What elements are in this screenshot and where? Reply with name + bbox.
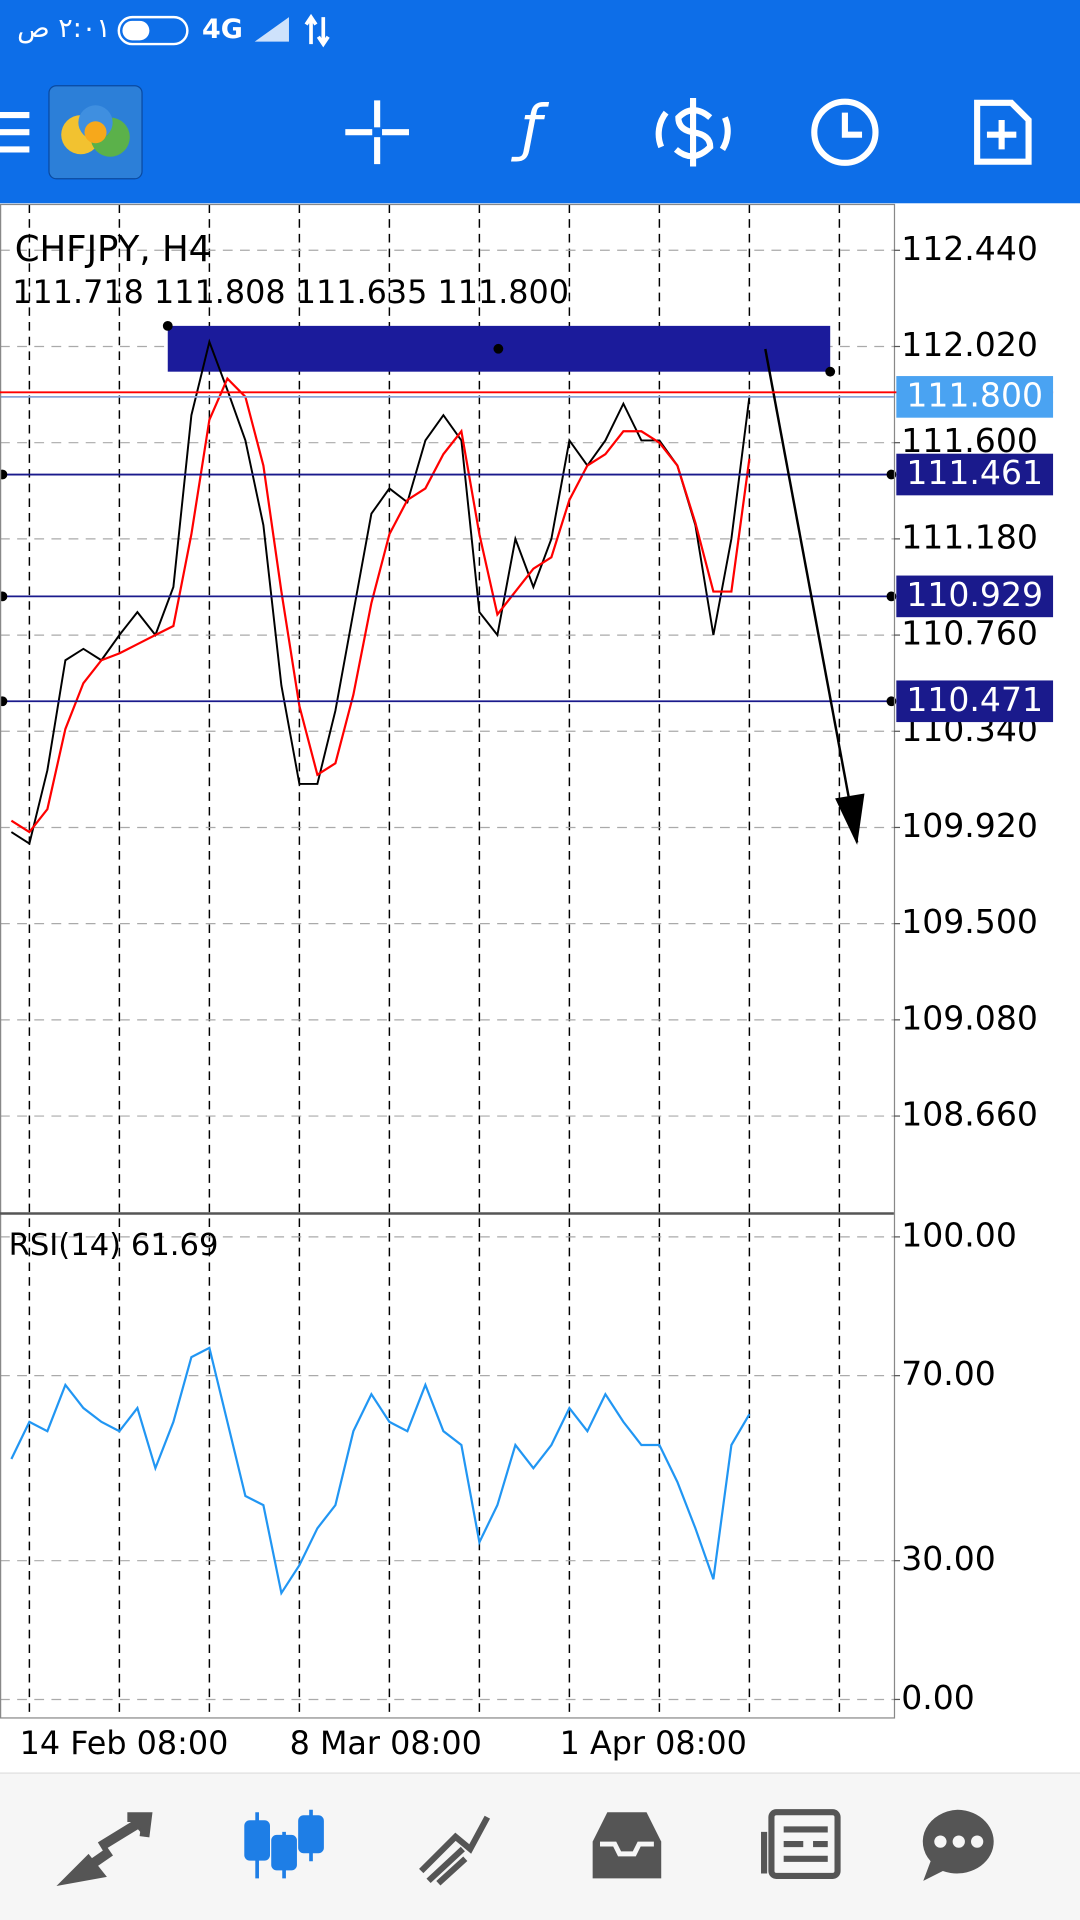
crosshair-button[interactable]: [345, 100, 409, 165]
new-order-button[interactable]: [974, 99, 1032, 165]
zone-handle: [493, 343, 504, 354]
y-tick-label: 30.00: [901, 1539, 996, 1578]
level-handle: [0, 591, 8, 602]
y-tick-label: 110.760: [901, 614, 1038, 653]
history-tab[interactable]: [592, 1812, 662, 1879]
status-time: ٢:٠١ ص: [17, 13, 111, 44]
chat-tab[interactable]: [922, 1809, 994, 1881]
bottom-nav: [0, 1773, 1080, 1920]
status-network: 4G: [202, 14, 243, 45]
chart-tab[interactable]: [244, 1809, 324, 1879]
y-tick-label: 100.00: [901, 1215, 1017, 1254]
level-label: 111.461: [906, 453, 1043, 492]
menu-button[interactable]: [0, 112, 30, 153]
level-label: 110.929: [906, 575, 1043, 614]
level-label-box: [896, 575, 1054, 618]
x-tick-label: 8 Mar 08:00: [290, 1724, 482, 1762]
level-label-box: [896, 453, 1054, 496]
trend-arrow: [764, 348, 859, 843]
series-line: [10, 338, 751, 846]
x-tick-label: 1 Apr 08:00: [560, 1724, 747, 1762]
top-bar: [0, 0, 1080, 204]
battery-level: [122, 20, 150, 41]
level-label: 110.471: [906, 680, 1043, 719]
quotes-tab[interactable]: [56, 1812, 153, 1886]
battery: [117, 15, 189, 46]
y-tick-label: 108.660: [901, 1095, 1038, 1134]
trade-tab[interactable]: [419, 1815, 491, 1886]
y-tick-label: 109.500: [901, 902, 1038, 941]
app-logo[interactable]: [48, 85, 143, 180]
series-line: [10, 376, 751, 834]
bid-label-box: [896, 376, 1054, 418]
chart-title: CHFJPY, H4: [15, 229, 212, 270]
y-tick-label: 112.440: [901, 229, 1038, 268]
rsi-title: RSI(14) 61.69: [9, 1228, 219, 1263]
y-tick-label: 70.00: [901, 1354, 996, 1393]
timeframe-button[interactable]: [811, 98, 879, 166]
y-tick-label: 109.920: [901, 806, 1038, 845]
data-icon: [304, 13, 330, 48]
arrow-head: [835, 793, 865, 845]
zone-handle: [162, 320, 173, 331]
chart-area: [0, 204, 897, 1718]
zone-handle: [825, 366, 836, 377]
level-label-box: [896, 680, 1054, 723]
y-tick-label: 111.180: [901, 517, 1038, 556]
plot-frame: [0, 203, 896, 1719]
series-line: [10, 1346, 751, 1596]
bid-label: 111.800: [906, 375, 1043, 414]
level-handle: [0, 696, 8, 707]
y-tick-label: 111.600: [901, 421, 1038, 460]
x-tick-label: 14 Feb 08:00: [20, 1724, 229, 1762]
ohlc-values: 111.718 111.808 111.635 111.800: [12, 273, 569, 311]
y-tick-label: 112.020: [901, 325, 1038, 364]
news-tab[interactable]: [761, 1809, 841, 1879]
level-handle: [0, 469, 8, 480]
symbols-button[interactable]: [655, 97, 731, 167]
y-tick-label: 109.080: [901, 998, 1038, 1037]
y-tick-label: 0.00: [901, 1678, 975, 1717]
